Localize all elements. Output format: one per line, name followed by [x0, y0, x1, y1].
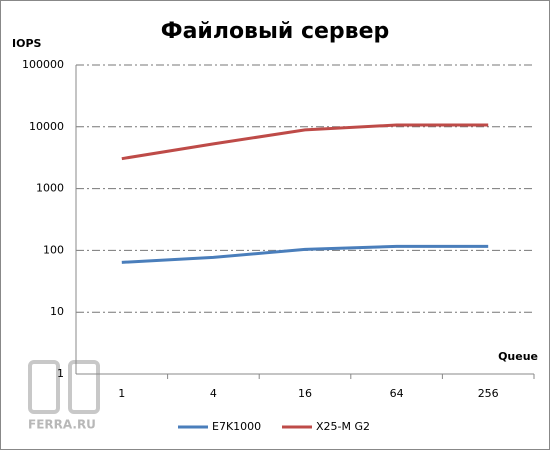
x-tick-label: 1 — [118, 387, 125, 400]
x-axis-title: Queue — [498, 350, 538, 363]
logo — [28, 360, 100, 414]
y-tick-label: 100000 — [22, 58, 64, 71]
chart-title: Файловый сервер — [161, 19, 390, 44]
y-tick-label: 1 — [57, 367, 64, 380]
legend-label: X25-M G2 — [316, 420, 370, 433]
x-tick-label: 16 — [298, 387, 312, 400]
legend-label: E7K1000 — [212, 420, 261, 433]
x-tick-label: 4 — [210, 387, 217, 400]
y-tick-label: 1000 — [36, 182, 64, 195]
y-tick-label: 100 — [43, 243, 64, 256]
y-tick-label: 10 — [50, 305, 64, 318]
y-axis-title: IOPS — [12, 37, 42, 50]
x-tick-label: 64 — [390, 387, 404, 400]
y-tick-label: 10000 — [29, 120, 64, 133]
series-line — [121, 244, 489, 264]
series-line — [121, 123, 489, 161]
watermark: FERRA.RU — [28, 418, 96, 432]
x-tick-label: 256 — [478, 387, 499, 400]
